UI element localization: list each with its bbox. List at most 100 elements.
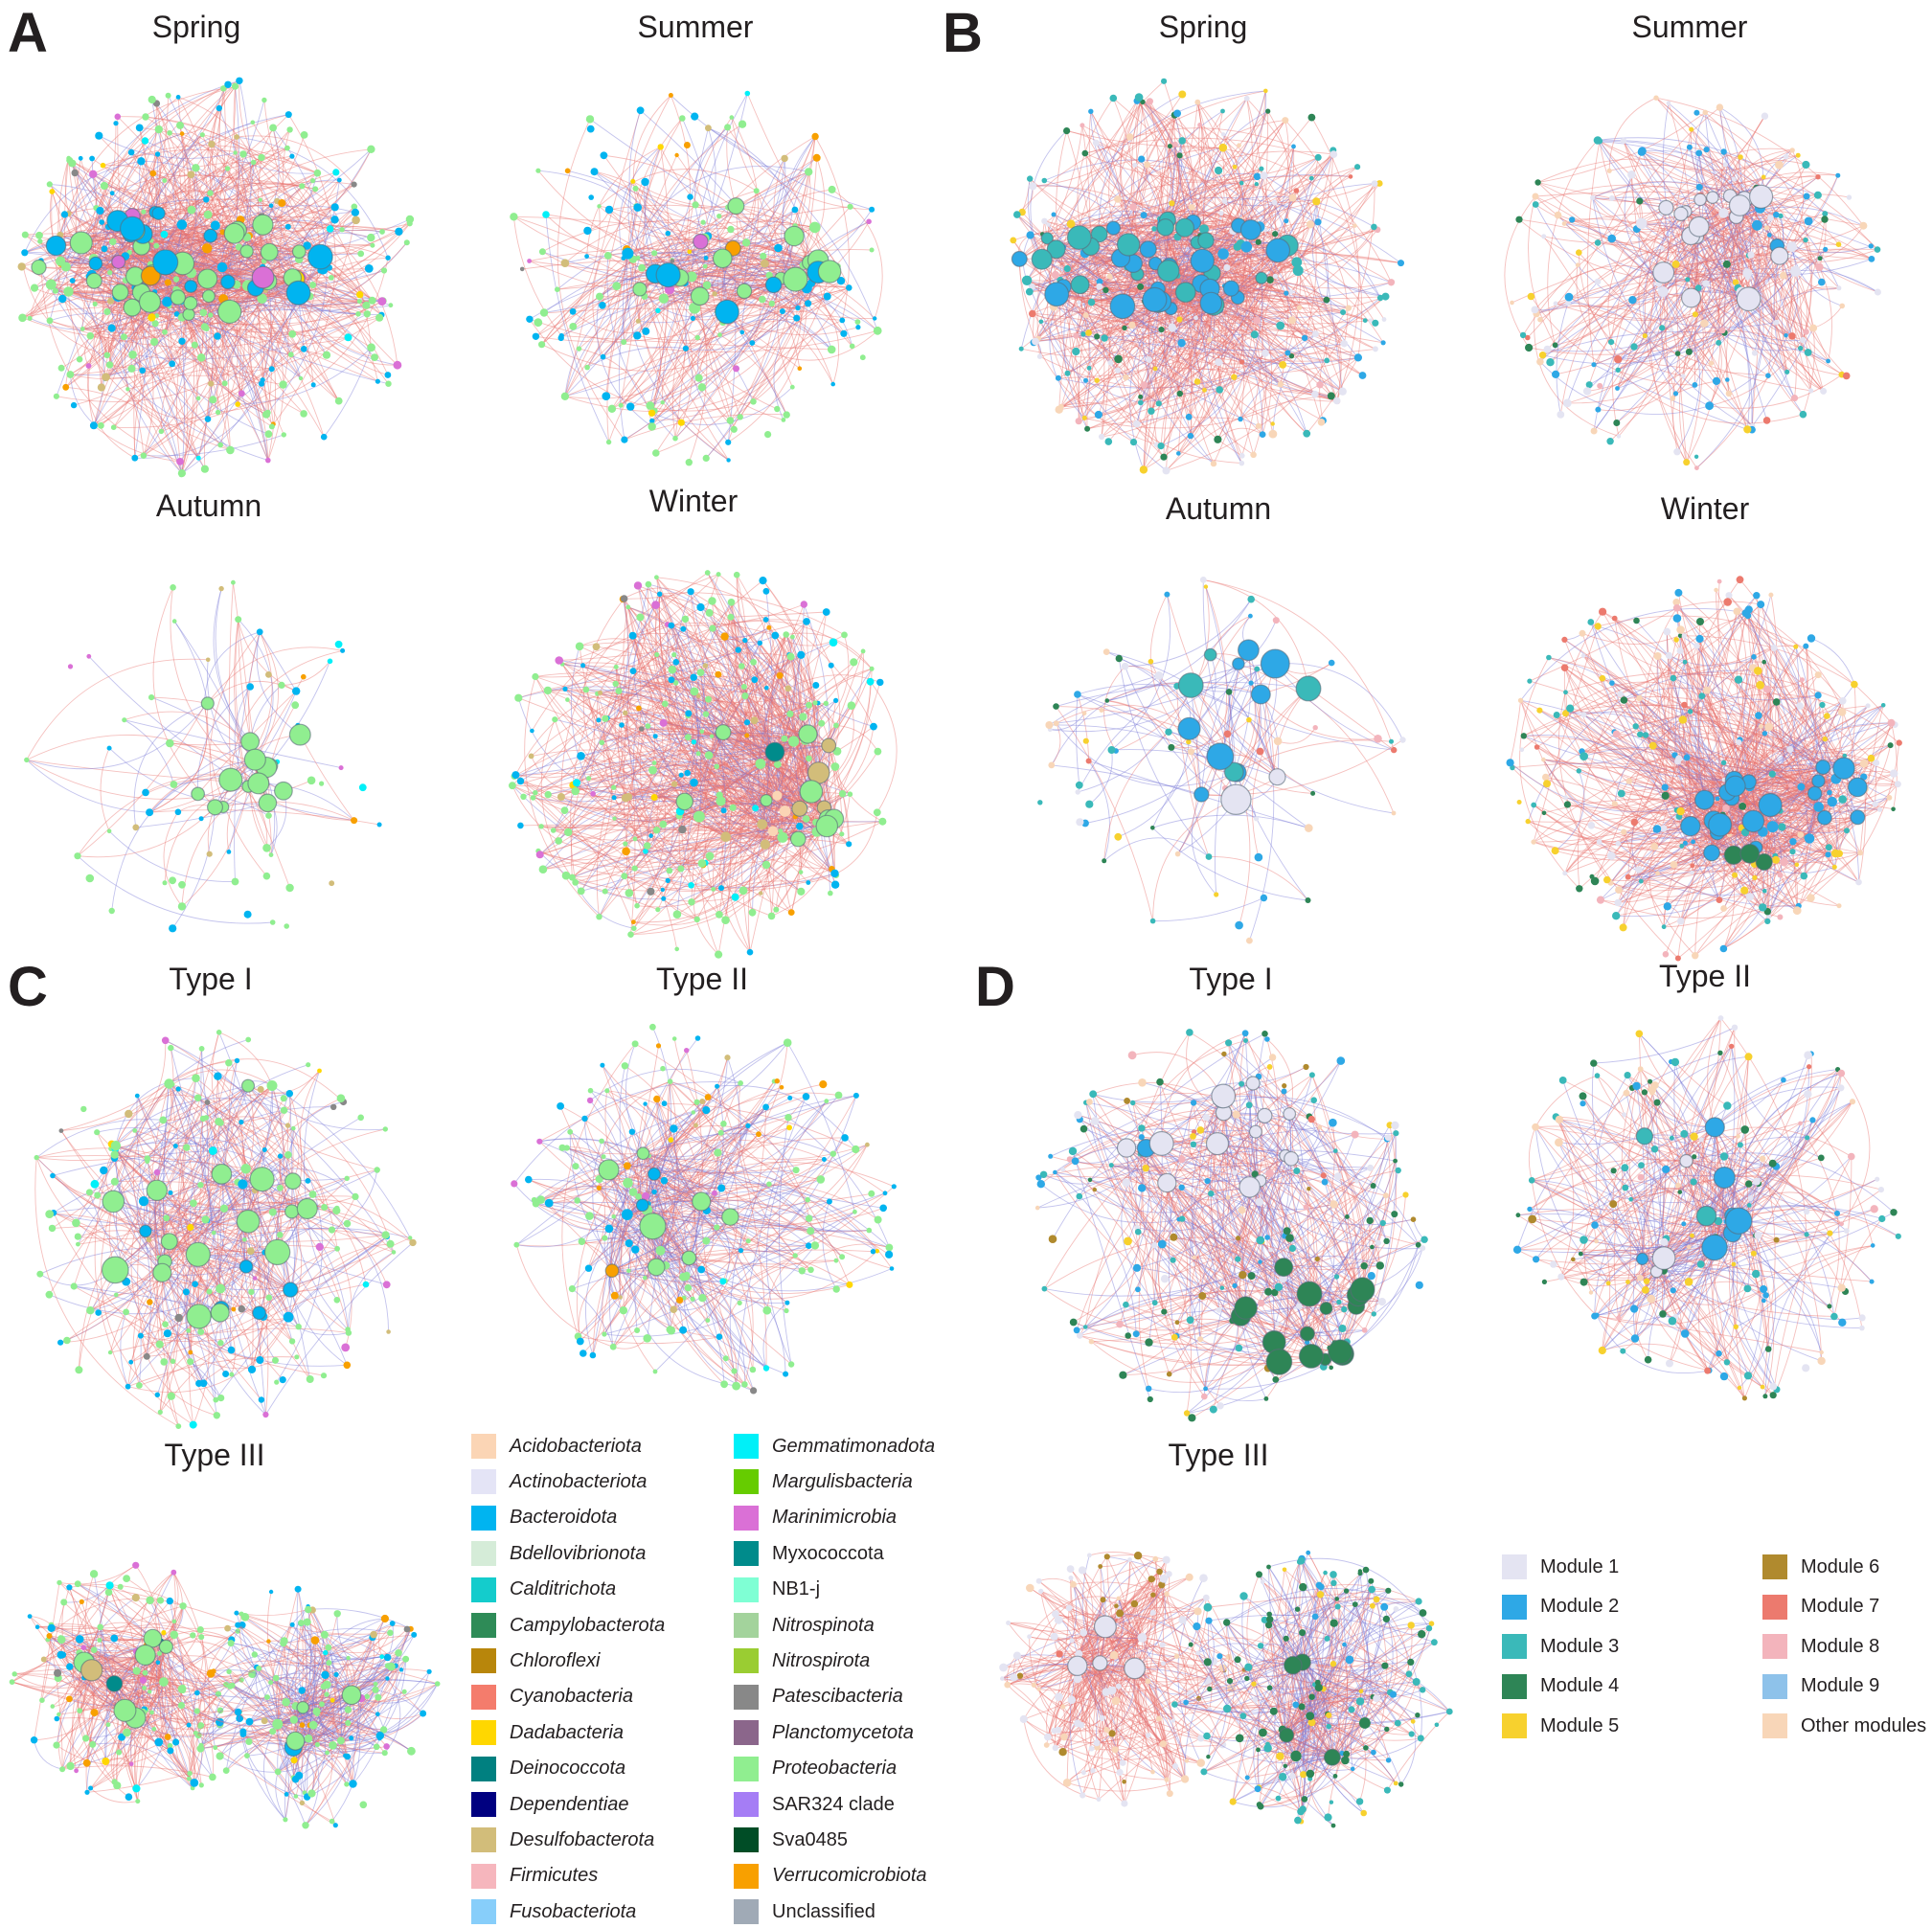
network-edge: [102, 165, 223, 268]
title-a-autumn: Autumn: [155, 488, 262, 523]
network-edge: [606, 204, 696, 442]
network-node: [78, 155, 83, 161]
network-node: [151, 320, 159, 328]
network-node: [638, 263, 646, 272]
network-node: [1140, 212, 1148, 219]
network-node: [208, 140, 216, 148]
network-node: [1086, 365, 1092, 371]
network-node: [210, 220, 220, 231]
network-node: [300, 131, 308, 139]
network-node: [375, 378, 380, 384]
network-node: [199, 132, 205, 138]
network-node: [217, 442, 223, 448]
network-edge: [218, 84, 262, 217]
network-node: [330, 203, 339, 212]
network-node: [534, 318, 543, 328]
network-node: [796, 822, 804, 830]
network-node: [806, 755, 812, 762]
network-edge: [262, 219, 374, 246]
network-edge: [165, 136, 238, 266]
network-node: [1029, 309, 1036, 318]
network-node: [192, 164, 200, 172]
network-node: [789, 384, 795, 390]
network-node: [636, 106, 645, 115]
network-node: [88, 256, 103, 271]
network-node: [1562, 398, 1572, 408]
network-node: [1272, 231, 1279, 238]
network-edge: [644, 296, 662, 414]
network-edge: [716, 136, 816, 312]
network-node: [1152, 366, 1158, 372]
network-node: [658, 293, 670, 304]
network-node: [1694, 465, 1699, 470]
network-node: [1291, 144, 1296, 149]
network-node: [817, 260, 842, 284]
network-edge: [602, 95, 671, 306]
network-node: [101, 245, 108, 253]
network-node: [334, 640, 343, 648]
network-node: [307, 776, 316, 785]
network-node: [561, 871, 571, 880]
network-node: [1669, 328, 1674, 332]
network-edge: [637, 221, 704, 322]
network-node: [1620, 137, 1627, 145]
network-node: [393, 360, 402, 370]
network-edge: [56, 218, 411, 267]
network-node: [1874, 246, 1881, 253]
network-node: [726, 417, 735, 424]
network-node: [704, 751, 714, 760]
network-node: [1681, 374, 1686, 378]
network-nodes: [510, 90, 882, 466]
network-node: [151, 206, 166, 220]
network-node: [641, 177, 649, 187]
network-node: [741, 692, 749, 700]
network-node: [1576, 249, 1582, 257]
network-node: [1552, 370, 1560, 378]
network-node: [336, 177, 342, 183]
network-node: [1105, 220, 1122, 236]
network-node: [1027, 175, 1034, 182]
network-edge: [65, 79, 240, 267]
network-edge: [65, 297, 179, 388]
network-node: [1253, 172, 1261, 181]
network-edge: [223, 218, 411, 300]
network-node: [203, 196, 210, 203]
network-node: [1146, 98, 1153, 105]
network-node: [140, 265, 161, 286]
network-node: [332, 169, 340, 176]
network-node: [1800, 336, 1807, 344]
network-edge: [221, 162, 255, 268]
network-edge: [651, 271, 830, 421]
network-node: [674, 152, 679, 158]
network-edge: [93, 258, 238, 288]
network-node: [1636, 197, 1644, 205]
network-node: [1597, 382, 1603, 389]
network-node: [1272, 273, 1279, 279]
network-edge: [180, 279, 209, 475]
network-edge: [223, 298, 360, 307]
network-node: [1590, 427, 1598, 435]
network-node: [1055, 374, 1061, 381]
network-edge: [513, 215, 723, 266]
network-node: [122, 717, 127, 723]
network-node: [1080, 331, 1086, 337]
network-edge: [70, 344, 195, 380]
network-edge: [611, 280, 842, 410]
network-node: [1094, 410, 1102, 420]
network-node: [625, 604, 631, 610]
network-node: [1138, 399, 1144, 406]
network-node: [322, 351, 331, 359]
network-edge: [65, 386, 199, 459]
network-node: [1820, 387, 1828, 395]
network-node: [860, 648, 866, 654]
network-node: [208, 312, 214, 318]
network-node: [199, 308, 208, 317]
network-node: [1178, 137, 1186, 145]
network-node: [599, 739, 605, 746]
network-node: [1306, 220, 1315, 229]
network-node: [200, 465, 209, 473]
network-node: [1534, 179, 1541, 186]
network-edge: [99, 135, 236, 159]
network-node: [684, 769, 691, 777]
network-node: [702, 711, 710, 717]
